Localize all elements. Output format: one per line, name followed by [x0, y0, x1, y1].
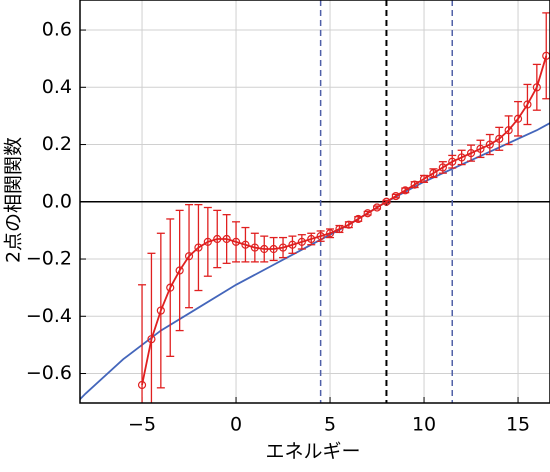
- y-tick-label: −0.4: [26, 305, 72, 327]
- marker: [438, 163, 447, 172]
- marker: [401, 186, 410, 195]
- y-tick-label: 0.6: [42, 19, 72, 41]
- y-tick-label: 0.2: [42, 133, 72, 155]
- y-tick-label: −0.2: [26, 248, 72, 270]
- marker: [316, 232, 325, 241]
- marker: [297, 237, 306, 246]
- marker: [335, 224, 344, 234]
- marker: [250, 243, 259, 252]
- marker: [156, 306, 165, 315]
- marker: [523, 100, 532, 109]
- marker: [231, 237, 241, 246]
- marker: [476, 144, 485, 153]
- x-tick-label: 15: [506, 414, 530, 436]
- marker: [466, 149, 476, 158]
- marker: [147, 335, 156, 344]
- plot-frame: [79, 0, 550, 404]
- marker: [166, 283, 175, 292]
- marker: [222, 234, 231, 244]
- marker: [325, 229, 335, 238]
- y-tick-label: −0.6: [26, 362, 72, 384]
- x-tick-label: −5: [128, 414, 156, 436]
- series-line: [141, 55, 548, 386]
- marker: [184, 252, 194, 261]
- marker: [485, 140, 494, 149]
- marker: [137, 380, 147, 390]
- marker: [213, 234, 222, 244]
- marker: [344, 220, 353, 229]
- marker: [513, 114, 523, 123]
- marker: [448, 157, 457, 166]
- y-axis-label: 2点の相関関数: [3, 137, 25, 263]
- marker: [363, 209, 372, 218]
- marker: [532, 83, 541, 92]
- marker: [429, 169, 438, 178]
- marker: [354, 214, 363, 224]
- marker: [278, 243, 288, 252]
- marker: [260, 244, 269, 254]
- marker: [372, 203, 382, 212]
- y-tick-label: 0.0: [42, 190, 72, 212]
- series-line: [80, 122, 550, 400]
- marker: [419, 174, 429, 183]
- marker: [175, 266, 184, 275]
- marker: [203, 237, 212, 246]
- x-axis-label: エネルギー: [265, 441, 360, 463]
- marker: [194, 243, 203, 252]
- marker: [504, 126, 513, 135]
- x-tick-label: 10: [412, 414, 436, 436]
- marker: [307, 234, 316, 244]
- marker: [391, 191, 400, 201]
- marker: [241, 240, 250, 249]
- y-tick-label: 0.4: [42, 76, 72, 98]
- marker: [495, 134, 504, 143]
- marker: [288, 240, 297, 249]
- x-tick-label: 0: [230, 414, 242, 436]
- marker: [457, 153, 466, 162]
- marker: [269, 244, 278, 254]
- marker: [382, 197, 391, 206]
- marker: [410, 180, 419, 189]
- x-tick-label: 5: [324, 414, 336, 436]
